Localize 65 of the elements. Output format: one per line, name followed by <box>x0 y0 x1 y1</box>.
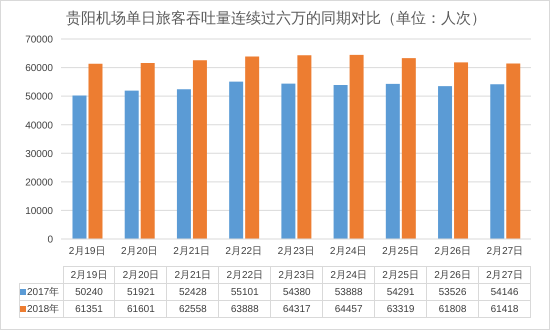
x-tick-label: 2月22日 <box>225 246 262 258</box>
data-label: 53888 <box>322 284 375 300</box>
data-label: 61601 <box>114 300 167 318</box>
data-label: 64317 <box>270 300 323 318</box>
data-label: 54380 <box>270 284 323 300</box>
data-label: 63319 <box>374 300 427 318</box>
bar <box>490 84 504 239</box>
data-label: 52428 <box>166 284 219 300</box>
data-label: 50240 <box>63 284 115 300</box>
y-tick-label: 20000 <box>25 177 54 188</box>
data-label: 61808 <box>426 300 478 318</box>
data-label: 61351 <box>63 300 115 318</box>
category-label: 2月22日 <box>226 270 264 281</box>
x-tick-label: 2月27日 <box>486 246 524 258</box>
y-tick-label: 40000 <box>25 120 54 132</box>
data-label: 51921 <box>114 284 167 300</box>
legend-label: 2018年 <box>20 300 63 318</box>
x-tick-label: 2月21日 <box>173 246 210 258</box>
bar <box>297 55 312 239</box>
x-tick-label: 2月23日 <box>278 246 314 258</box>
y-tick-label: 10000 <box>25 206 54 217</box>
x-tick-label: 2月25日 <box>382 246 419 258</box>
bar <box>192 60 207 239</box>
bar <box>281 84 296 239</box>
chart-title: 贵阳机场单日旅客吞吐量连续过六万的同期对比（单位：人次） <box>65 9 487 28</box>
bar <box>245 56 260 239</box>
legend-label: 2017年 <box>20 284 63 300</box>
data-label: 53526 <box>426 284 478 300</box>
data-label: 54291 <box>374 284 427 300</box>
x-tick-label: 2月20日 <box>120 246 158 258</box>
data-label: 55101 <box>218 284 271 300</box>
category-label: 2月23日 <box>278 270 316 281</box>
data-label: 63888 <box>218 300 271 318</box>
x-tick-label: 2月26日 <box>434 246 472 258</box>
bar <box>88 64 102 239</box>
bar <box>350 54 364 239</box>
bar <box>454 62 468 239</box>
y-tick-label: 0 <box>47 234 54 246</box>
category-label: 2月24日 <box>330 270 367 281</box>
y-tick-label: 70000 <box>25 34 54 46</box>
bar <box>334 85 348 239</box>
y-tick-label: 30000 <box>25 148 54 160</box>
bar <box>402 58 416 239</box>
category-label: 2月19日 <box>70 270 108 281</box>
y-tick-label: 60000 <box>25 63 54 74</box>
category-label: 2月21日 <box>174 270 212 281</box>
bar <box>386 84 400 239</box>
bar <box>72 95 86 239</box>
data-label: 64457 <box>322 300 375 318</box>
category-label: 2月27日 <box>486 270 523 281</box>
data-label: 54146 <box>478 284 530 300</box>
bar <box>140 62 155 239</box>
category-label: 2月20日 <box>122 270 160 281</box>
bar <box>229 82 244 239</box>
bar <box>438 86 452 239</box>
category-label: 2月25日 <box>382 270 419 281</box>
bar <box>124 90 139 239</box>
data-label: 61418 <box>478 300 530 318</box>
data-label: 62558 <box>166 300 219 318</box>
x-tick-label: 2月19日 <box>68 246 106 258</box>
bar <box>176 89 191 239</box>
y-tick-label: 50000 <box>25 92 54 103</box>
bar <box>506 64 520 239</box>
category-label: 2月26日 <box>434 270 471 281</box>
x-tick-label: 2月24日 <box>330 246 367 258</box>
